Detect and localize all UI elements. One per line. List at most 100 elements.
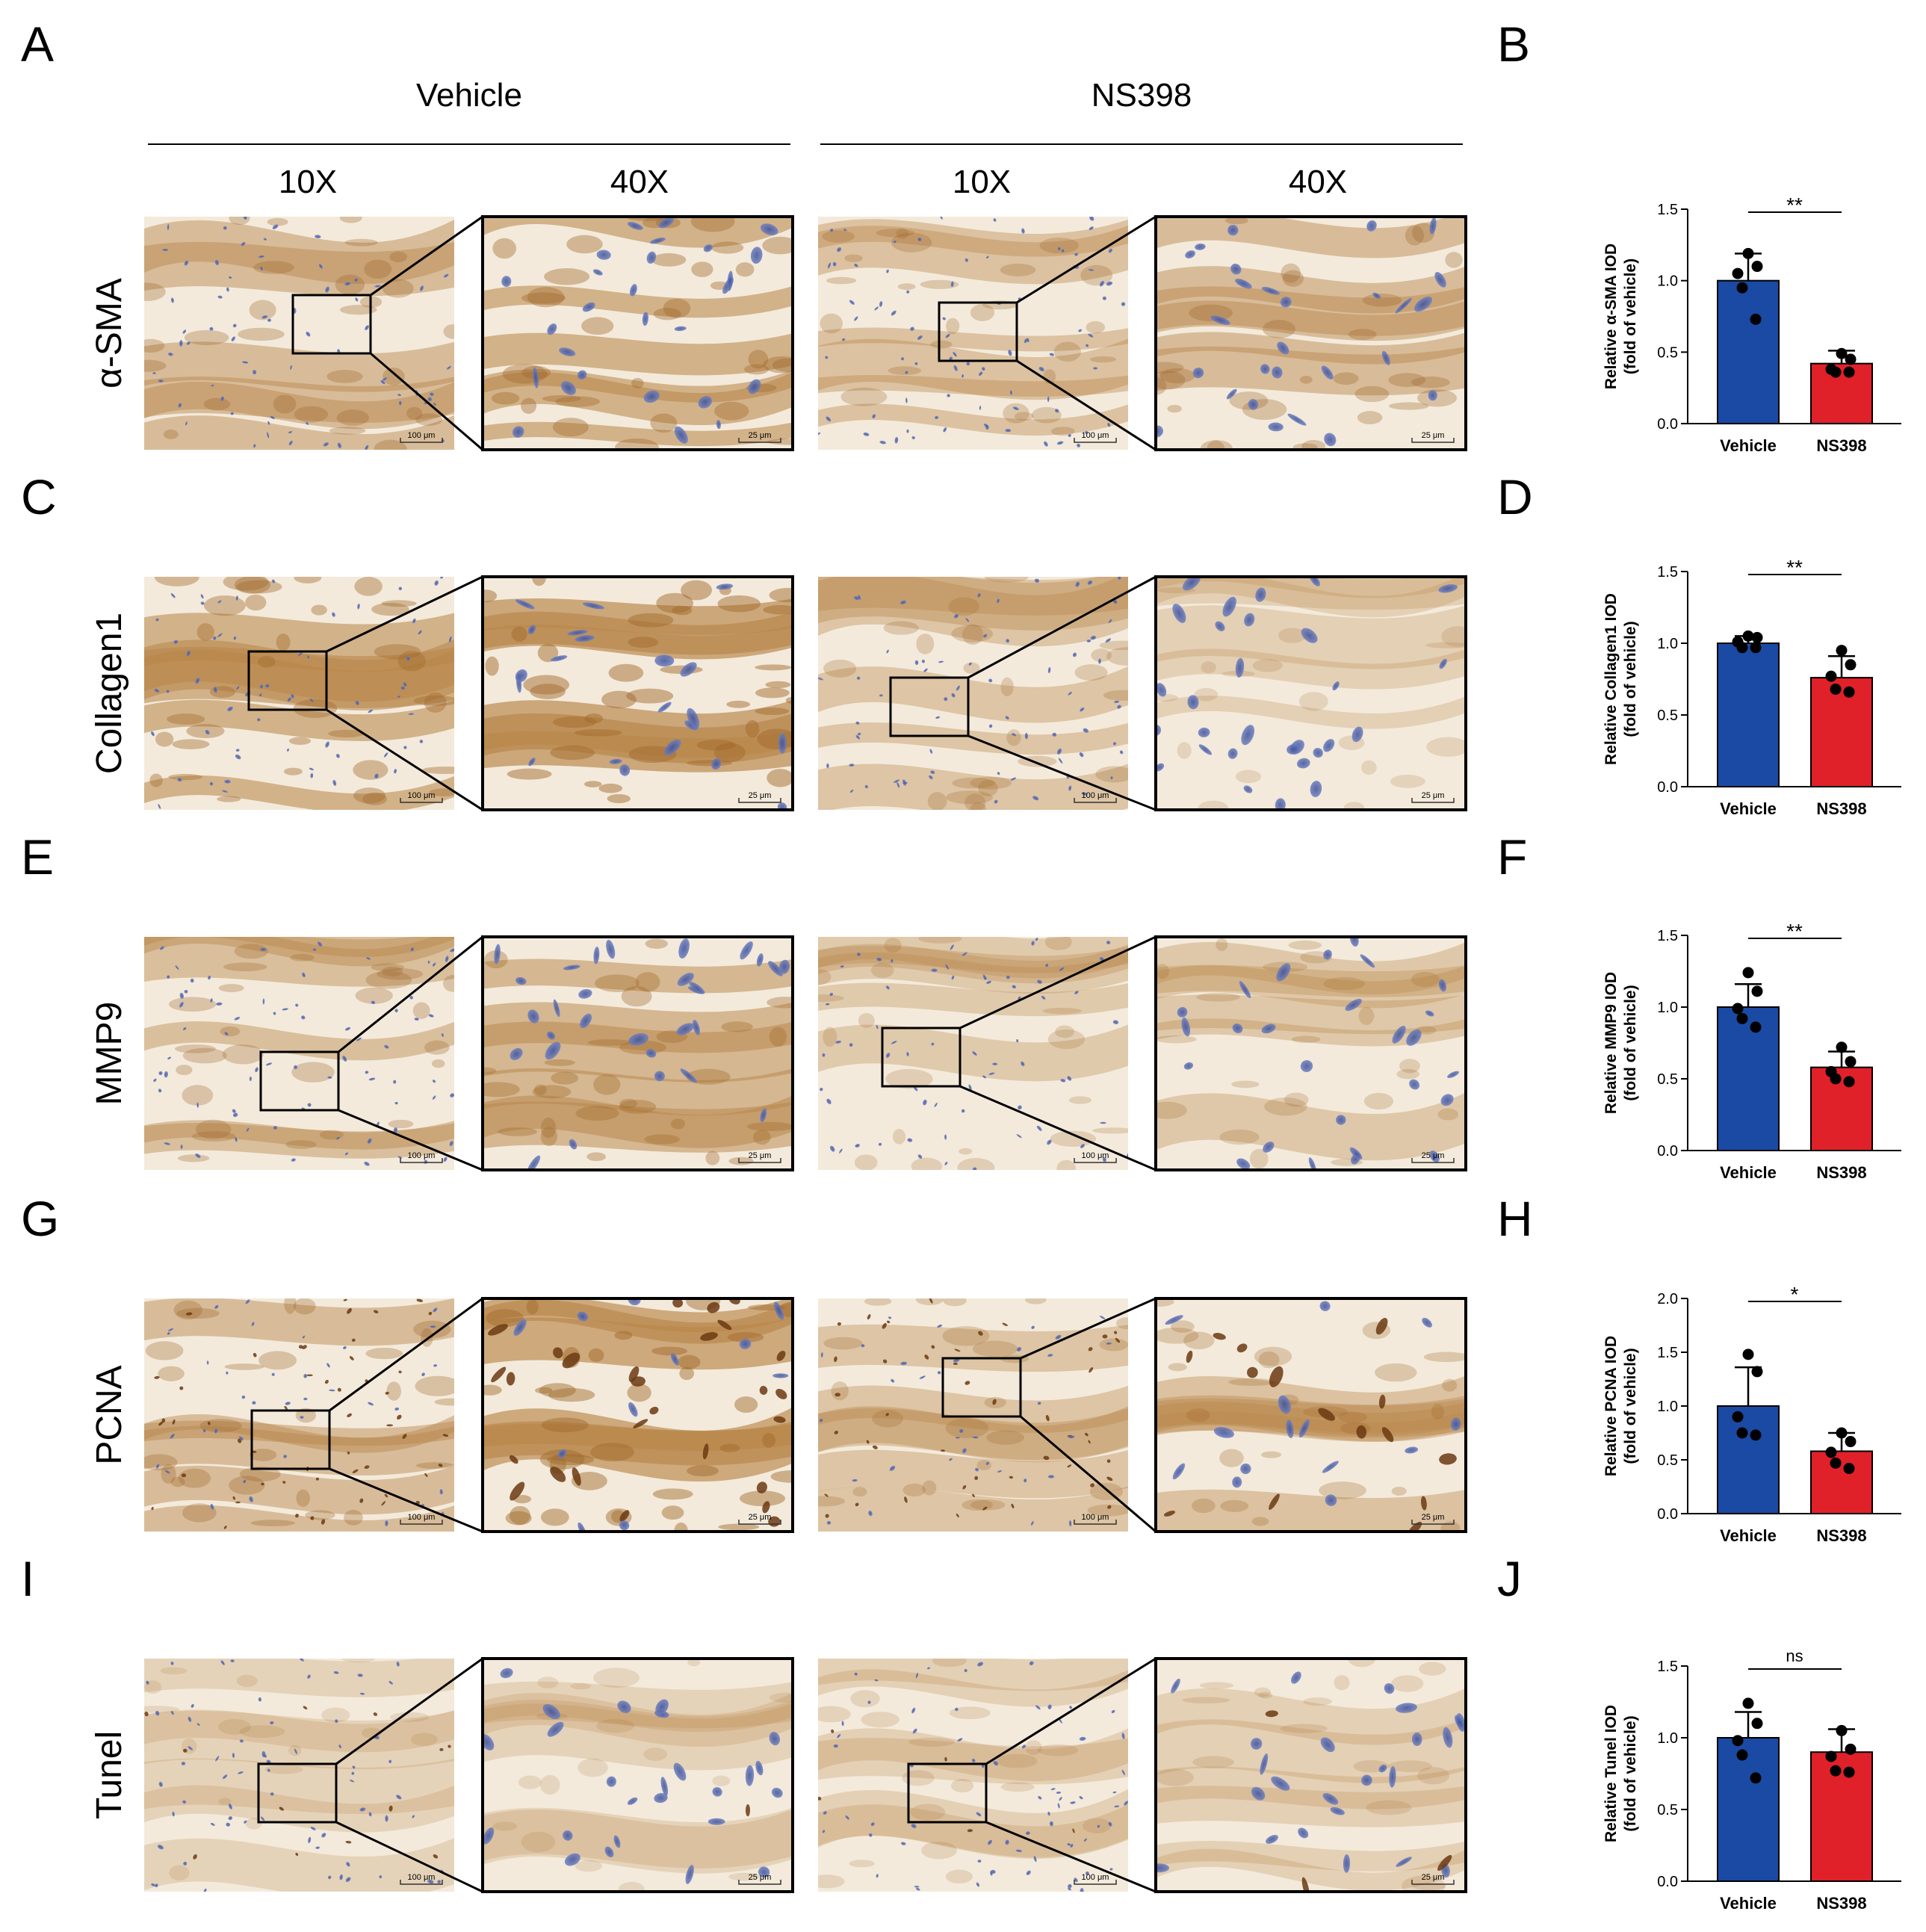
nucleus <box>223 1526 227 1529</box>
nucleus <box>1319 1301 1331 1311</box>
tissue-band <box>144 937 454 967</box>
nucleus <box>1310 781 1322 797</box>
nucleus <box>923 668 928 672</box>
nucleus <box>396 1795 402 1800</box>
stain-patch <box>182 1503 217 1523</box>
tissue-background <box>1156 1298 1466 1532</box>
nucleus <box>271 1372 275 1376</box>
nucleus <box>563 965 580 970</box>
nucleus <box>344 1027 351 1031</box>
nucleus <box>347 1413 352 1417</box>
tissue-background <box>483 1659 793 1892</box>
tissue-band <box>144 1465 454 1515</box>
x-category-label: NS398 <box>1816 1894 1866 1913</box>
nucleus <box>1108 248 1113 253</box>
micrograph-frame <box>1154 215 1467 451</box>
stain-patch <box>755 664 792 671</box>
data-point <box>1736 1012 1748 1024</box>
nucleus <box>515 599 535 610</box>
nucleus <box>323 442 329 447</box>
mag-label-vehicle-40x: 40X <box>610 164 669 200</box>
nucleus <box>364 1161 370 1166</box>
bar-vehicle <box>1717 643 1780 787</box>
nucleus <box>1278 1395 1291 1414</box>
tissue-band <box>483 1317 793 1370</box>
nucleus <box>935 415 939 420</box>
bar-ns398 <box>1810 677 1873 788</box>
nucleus <box>1405 1446 1419 1454</box>
stain-patch <box>1441 626 1466 647</box>
stain-patch <box>204 595 246 616</box>
nucleus <box>1047 1354 1053 1357</box>
stain-patch <box>1281 263 1301 283</box>
nucleus <box>629 284 637 297</box>
nucleus <box>232 1112 238 1118</box>
bar-vehicle <box>1717 279 1780 424</box>
stain-patch <box>645 938 669 949</box>
nucleus <box>992 1399 997 1405</box>
nucleus <box>673 1762 687 1781</box>
nucleus <box>185 421 188 426</box>
stain-patch <box>1303 1697 1332 1706</box>
nucleus <box>891 959 894 963</box>
nucleus <box>1165 1315 1183 1325</box>
micrograph-4-0: 100 μm <box>144 1659 454 1892</box>
stain-patch <box>502 364 548 384</box>
nucleus <box>899 600 907 604</box>
stain-patch <box>962 624 984 645</box>
nucleus <box>870 1822 875 1827</box>
stain-patch <box>144 1706 180 1713</box>
nucleus <box>822 1830 826 1833</box>
stain-patch <box>581 317 614 335</box>
nucleus <box>302 972 306 978</box>
stain-patch <box>258 1351 297 1370</box>
nucleus <box>886 649 889 654</box>
nucleus <box>158 1071 163 1076</box>
stain-patch <box>1389 402 1429 410</box>
nucleus <box>159 946 164 950</box>
stain-patch <box>1319 1481 1366 1499</box>
nucleus <box>1243 785 1253 793</box>
y-tick-label: 1.0 <box>1657 636 1678 652</box>
stain-patch <box>1095 766 1128 783</box>
nucleus <box>1183 1062 1194 1070</box>
stain-patch <box>1417 1767 1450 1785</box>
zoom-connector <box>985 1821 1156 1893</box>
stain-patch <box>144 1454 178 1471</box>
nucleus <box>1025 1831 1030 1836</box>
stain-patch <box>757 728 793 749</box>
stain-patch <box>566 235 603 254</box>
nucleus <box>1287 413 1307 426</box>
stain-patch <box>144 282 166 301</box>
micrograph-frame <box>481 935 794 1171</box>
y-tick-label: 1.0 <box>1657 273 1678 290</box>
nucleus <box>173 640 179 644</box>
tissue-band <box>144 415 454 450</box>
nucleus <box>988 1072 995 1075</box>
nucleus <box>906 290 910 294</box>
nucleus <box>216 1002 223 1006</box>
nucleus <box>1102 1334 1108 1339</box>
stain-patch <box>687 1659 701 1667</box>
stain-patch <box>1167 404 1182 413</box>
stain-patch <box>222 1044 264 1065</box>
nucleus <box>547 1721 564 1737</box>
stain-patch <box>614 1331 633 1340</box>
stain-patch <box>290 953 315 962</box>
nucleus <box>739 1338 752 1349</box>
stain-patch <box>902 1483 926 1497</box>
stain-patch <box>1442 1378 1458 1392</box>
scale-bar-label: 100 μm <box>408 1873 436 1882</box>
tissue-band <box>818 577 1128 631</box>
stain-patch <box>656 592 694 613</box>
nucleus <box>1301 628 1318 643</box>
stain-patch <box>964 793 986 810</box>
stain-patch <box>535 1387 553 1394</box>
nucleus <box>326 1363 330 1368</box>
y-tick-label: 0.5 <box>1657 344 1678 361</box>
tissue-band <box>818 219 1128 257</box>
micrograph-content <box>144 217 454 450</box>
nucleus <box>235 1136 238 1142</box>
